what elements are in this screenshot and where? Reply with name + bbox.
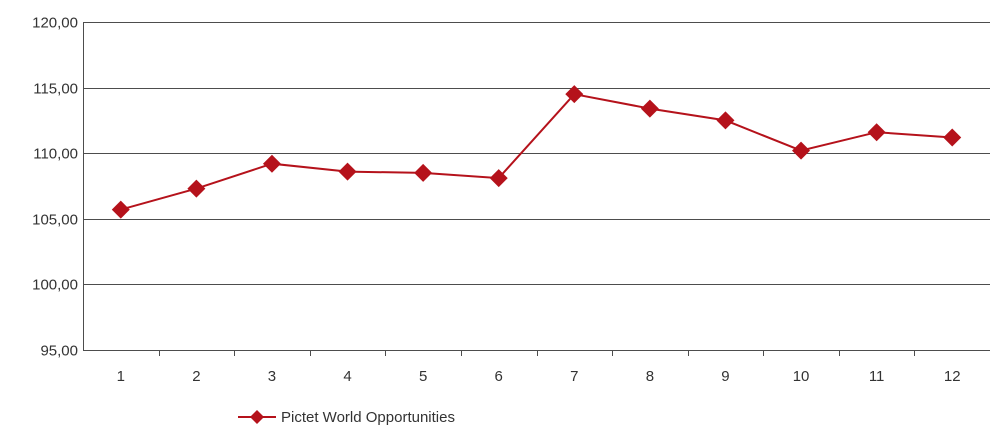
- data-point: [565, 85, 584, 104]
- y-axis: 95,00 100,00 105,00 110,00 115,00 120,00: [32, 15, 84, 360]
- x-tick-label: 2: [192, 368, 200, 385]
- legend-label: Pictet World Opportunities: [281, 409, 455, 426]
- x-tick-label: 1: [117, 368, 125, 385]
- y-tick-label: 110,00: [33, 146, 78, 163]
- series-line: [120, 93, 953, 211]
- x-tick-label: 9: [721, 368, 729, 385]
- data-point: [111, 200, 130, 219]
- data-point: [640, 99, 659, 118]
- x-tick-label: 12: [944, 368, 961, 385]
- y-tick-label: 95,00: [40, 343, 78, 360]
- y-tick-label: 115,00: [33, 81, 78, 98]
- data-point: [716, 111, 735, 130]
- data-point: [187, 179, 206, 198]
- gridlines: [83, 22, 990, 351]
- y-tick-label: 120,00: [32, 15, 78, 32]
- data-point: [262, 154, 281, 173]
- x-tick-label: 3: [268, 368, 276, 385]
- x-tick-label: 4: [343, 368, 351, 385]
- x-tick-label: 5: [419, 368, 427, 385]
- x-tick-label: 8: [646, 368, 654, 385]
- data-point: [414, 163, 433, 182]
- x-axis: 1 2 3 4 5 6 7 8 9 10 11 12: [117, 350, 961, 385]
- legend: Pictet World Opportunities: [238, 409, 455, 426]
- x-tick-label: 10: [793, 368, 810, 385]
- data-point: [338, 162, 357, 181]
- y-tick-label: 105,00: [32, 212, 78, 229]
- x-tick-label: 11: [869, 368, 885, 385]
- y-tick-label: 100,00: [32, 277, 78, 294]
- x-tick-label: 6: [495, 368, 503, 385]
- x-tick-label: 7: [570, 368, 578, 385]
- data-point: [867, 123, 886, 142]
- data-point: [792, 141, 811, 160]
- legend-marker: [250, 410, 264, 424]
- data-point: [489, 169, 508, 188]
- data-point: [943, 128, 962, 147]
- series-layer: [111, 85, 962, 219]
